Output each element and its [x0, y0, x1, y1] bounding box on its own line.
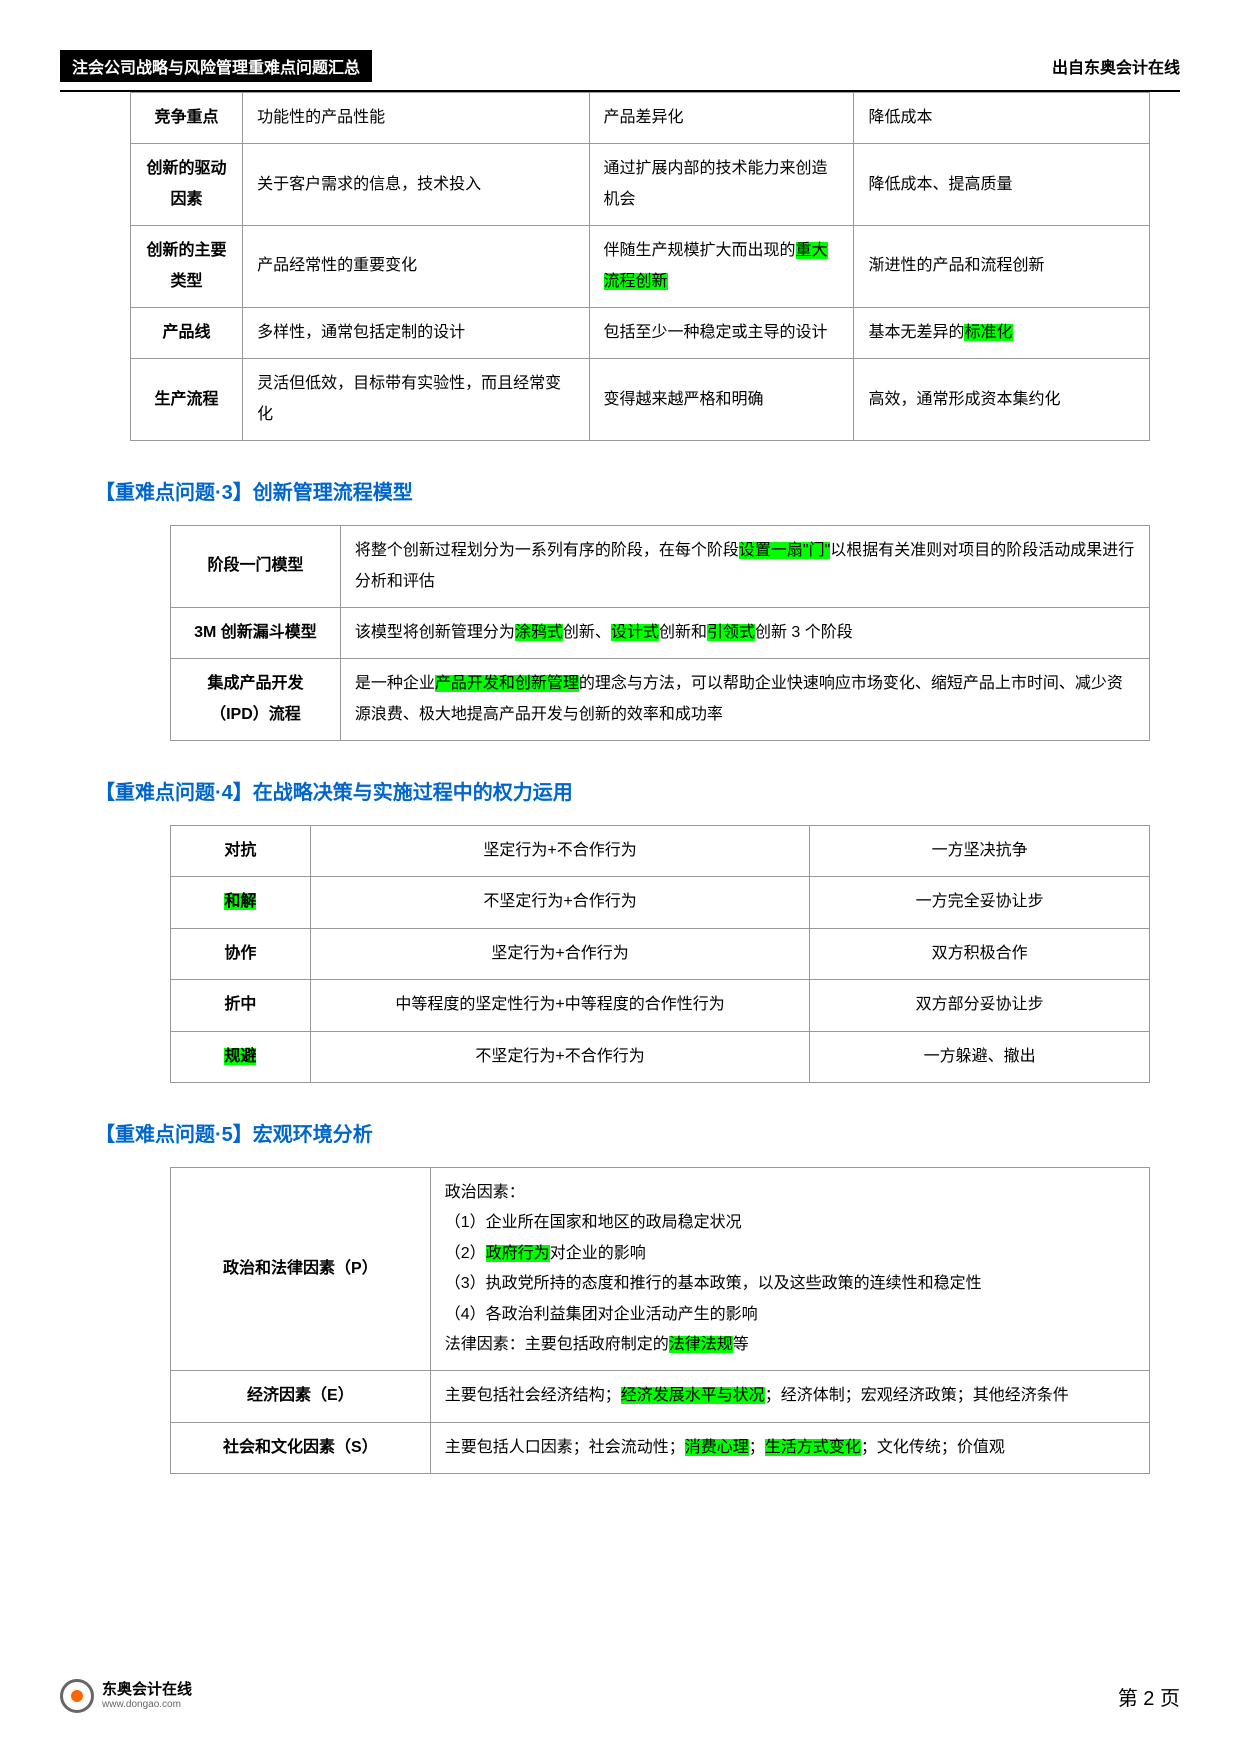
row-header: 对抗 [171, 826, 311, 877]
row-header: 产品线 [131, 307, 243, 358]
cell: 双方部分妥协让步 [810, 980, 1150, 1031]
table-row: 阶段一门模型将整个创新过程划分为一系列有序的阶段，在每个阶段设置一扇"门"以根据… [171, 526, 1150, 608]
cell: 多样性，通常包括定制的设计 [243, 307, 589, 358]
cell: 双方积极合作 [810, 928, 1150, 979]
header-title-right: 出自东奥会计在线 [1052, 54, 1180, 78]
table-competition-innovation: 竞争重点功能性的产品性能产品差异化降低成本创新的驱动因素关于客户需求的信息，技术… [130, 92, 1150, 441]
table-innovation-models: 阶段一门模型将整个创新过程划分为一系列有序的阶段，在每个阶段设置一扇"门"以根据… [170, 525, 1150, 741]
row-header: 政治和法律因素（P） [171, 1168, 431, 1371]
cell: 将整个创新过程划分为一系列有序的阶段，在每个阶段设置一扇"门"以根据有关准则对项… [340, 526, 1149, 608]
logo-icon [60, 1679, 94, 1713]
row-header: 经济因素（E） [171, 1371, 431, 1422]
row-header: 规避 [171, 1031, 311, 1082]
table-row: 对抗坚定行为+不合作行为一方坚决抗争 [171, 826, 1150, 877]
table-row: 政治和法律因素（P）政治因素：（1）企业所在国家和地区的政局稳定状况（2）政府行… [171, 1168, 1150, 1371]
cell: 功能性的产品性能 [243, 93, 589, 144]
section-5-title: 【重难点问题·5】宏观环境分析 [95, 1118, 1180, 1147]
content-area: 竞争重点功能性的产品性能产品差异化降低成本创新的驱动因素关于客户需求的信息，技术… [60, 90, 1180, 1474]
cell: 坚定行为+合作行为 [310, 928, 809, 979]
cell: 关于客户需求的信息，技术投入 [243, 144, 589, 226]
logo-text-en: www.dongao.com [102, 1699, 192, 1710]
cell: 一方躲避、撤出 [810, 1031, 1150, 1082]
table-macro-environment: 政治和法律因素（P）政治因素：（1）企业所在国家和地区的政局稳定状况（2）政府行… [170, 1167, 1150, 1474]
logo-text-cn: 东奥会计在线 [102, 1682, 192, 1699]
cell: 变得越来越严格和明确 [589, 359, 854, 441]
table-row: 集成产品开发（IPD）流程是一种企业产品开发和创新管理的理念与方法，可以帮助企业… [171, 659, 1150, 741]
cell: 通过扩展内部的技术能力来创造机会 [589, 144, 854, 226]
cell: 一方坚决抗争 [810, 826, 1150, 877]
cell: 降低成本 [854, 93, 1150, 144]
row-header: 竞争重点 [131, 93, 243, 144]
table-row: 生产流程灵活但低效，目标带有实验性，而且经常变化变得越来越严格和明确高效，通常形… [131, 359, 1150, 441]
page-footer: 东奥会计在线 www.dongao.com 第 2 页 [60, 1679, 1180, 1713]
row-header: 和解 [171, 877, 311, 928]
table-row: 产品线多样性，通常包括定制的设计包括至少一种稳定或主导的设计基本无差异的标准化 [131, 307, 1150, 358]
section-3-title: 【重难点问题·3】创新管理流程模型 [95, 476, 1180, 505]
row-header: 社会和文化因素（S） [171, 1422, 431, 1473]
row-header: 集成产品开发（IPD）流程 [171, 659, 341, 741]
row-header: 协作 [171, 928, 311, 979]
table-row: 折中中等程度的坚定性行为+中等程度的合作性行为双方部分妥协让步 [171, 980, 1150, 1031]
table-power-application: 对抗坚定行为+不合作行为一方坚决抗争和解不坚定行为+合作行为一方完全妥协让步协作… [170, 825, 1150, 1083]
cell: 不坚定行为+不合作行为 [310, 1031, 809, 1082]
table-row: 协作坚定行为+合作行为双方积极合作 [171, 928, 1150, 979]
cell: 产品经常性的重要变化 [243, 226, 589, 308]
table-row: 3M 创新漏斗模型该模型将创新管理分为涂鸦式创新、设计式创新和引领式创新 3 个… [171, 607, 1150, 658]
cell: 灵活但低效，目标带有实验性，而且经常变化 [243, 359, 589, 441]
row-header: 3M 创新漏斗模型 [171, 607, 341, 658]
cell: 包括至少一种稳定或主导的设计 [589, 307, 854, 358]
table-row: 规避不坚定行为+不合作行为一方躲避、撤出 [171, 1031, 1150, 1082]
cell: 高效，通常形成资本集约化 [854, 359, 1150, 441]
cell: 基本无差异的标准化 [854, 307, 1150, 358]
cell: 一方完全妥协让步 [810, 877, 1150, 928]
table-row: 创新的主要类型产品经常性的重要变化伴随生产规模扩大而出现的重大流程创新渐进性的产… [131, 226, 1150, 308]
header-title-left: 注会公司战略与风险管理重难点问题汇总 [60, 50, 372, 82]
document-header: 注会公司战略与风险管理重难点问题汇总 出自东奥会计在线 [60, 50, 1180, 82]
table-row: 竞争重点功能性的产品性能产品差异化降低成本 [131, 93, 1150, 144]
cell: 中等程度的坚定性行为+中等程度的合作性行为 [310, 980, 809, 1031]
cell: 坚定行为+不合作行为 [310, 826, 809, 877]
cell: 主要包括社会经济结构；经济发展水平与状况；经济体制；宏观经济政策；其他经济条件 [430, 1371, 1149, 1422]
table-row: 创新的驱动因素关于客户需求的信息，技术投入通过扩展内部的技术能力来创造机会降低成… [131, 144, 1150, 226]
cell: 主要包括人口因素；社会流动性；消费心理；生活方式变化；文化传统；价值观 [430, 1422, 1149, 1473]
table-row: 社会和文化因素（S）主要包括人口因素；社会流动性；消费心理；生活方式变化；文化传… [171, 1422, 1150, 1473]
cell: 伴随生产规模扩大而出现的重大流程创新 [589, 226, 854, 308]
row-header: 创新的主要类型 [131, 226, 243, 308]
logo: 东奥会计在线 www.dongao.com [60, 1679, 192, 1713]
cell: 降低成本、提高质量 [854, 144, 1150, 226]
cell: 政治因素：（1）企业所在国家和地区的政局稳定状况（2）政府行为对企业的影响（3）… [430, 1168, 1149, 1371]
row-header: 阶段一门模型 [171, 526, 341, 608]
row-header: 创新的驱动因素 [131, 144, 243, 226]
table-row: 和解不坚定行为+合作行为一方完全妥协让步 [171, 877, 1150, 928]
cell: 是一种企业产品开发和创新管理的理念与方法，可以帮助企业快速响应市场变化、缩短产品… [340, 659, 1149, 741]
row-header: 生产流程 [131, 359, 243, 441]
cell: 渐进性的产品和流程创新 [854, 226, 1150, 308]
table-row: 经济因素（E）主要包括社会经济结构；经济发展水平与状况；经济体制；宏观经济政策；… [171, 1371, 1150, 1422]
cell: 该模型将创新管理分为涂鸦式创新、设计式创新和引领式创新 3 个阶段 [340, 607, 1149, 658]
page-number: 第 2 页 [1118, 1682, 1180, 1711]
cell: 产品差异化 [589, 93, 854, 144]
section-4-title: 【重难点问题·4】在战略决策与实施过程中的权力运用 [95, 776, 1180, 805]
row-header: 折中 [171, 980, 311, 1031]
cell: 不坚定行为+合作行为 [310, 877, 809, 928]
